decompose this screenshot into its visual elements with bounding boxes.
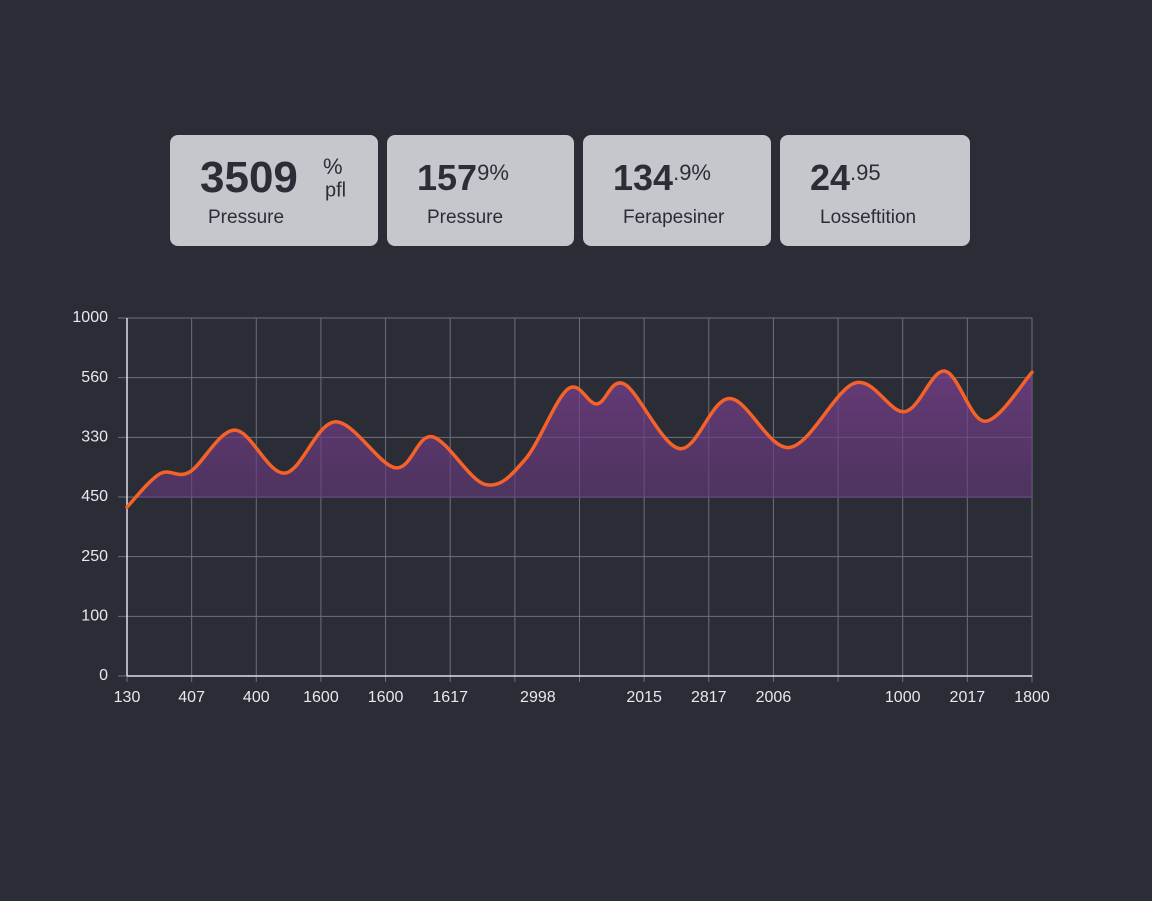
x-tick-label: 1000 xyxy=(885,689,921,706)
card-value-sup: .95 xyxy=(850,160,881,185)
y-tick-label: 250 xyxy=(81,548,108,565)
card-label: Losseftition xyxy=(820,207,916,228)
line xyxy=(125,369,1034,509)
card-value-main: 24 xyxy=(810,157,850,198)
y-tick-label: 450 xyxy=(81,488,108,505)
x-tick-label: 400 xyxy=(243,689,270,706)
stat-card: 1579% Pressure xyxy=(387,135,574,246)
x-tick-label: 407 xyxy=(178,689,205,706)
card-value: 3509 xyxy=(200,153,298,202)
x-tick-label: 130 xyxy=(114,689,141,706)
card-value: 1579% xyxy=(417,157,509,198)
card-bg xyxy=(387,135,574,246)
card-value: 134.9% xyxy=(613,157,711,198)
card-value-main: 134 xyxy=(613,157,673,198)
card-value: 24.95 xyxy=(810,157,881,198)
card-bg xyxy=(780,135,970,246)
stat-card: 24.95 Losseftition xyxy=(780,135,970,246)
card-label: Ferapesiner xyxy=(623,207,725,228)
x-tick-label: 2015 xyxy=(626,689,662,706)
card-value-sup: .9% xyxy=(673,160,711,185)
x-tick-label: 2006 xyxy=(756,689,792,706)
card-label: Pressure xyxy=(427,207,503,228)
y-tick-label: 1000 xyxy=(72,309,108,326)
x-tick-label: 1600 xyxy=(303,689,339,706)
y-tick-label: 0 xyxy=(99,667,108,684)
x-tick-label: 1600 xyxy=(368,689,404,706)
x-tick-label: 2817 xyxy=(691,689,727,706)
x-tick-label: 1800 xyxy=(1014,689,1050,706)
area-fill xyxy=(135,371,1032,498)
cards: 3509 %pfl Pressure 1579% Pressure 134.9% Ferap… xyxy=(170,135,970,246)
card-bg xyxy=(583,135,771,246)
card-value-sup: 9% xyxy=(477,160,509,185)
stat-card: 134.9% Ferapesiner xyxy=(583,135,771,246)
card-value-main: 3509 xyxy=(200,153,298,202)
card-value-main: 157 xyxy=(417,157,477,198)
y-tick-label: 330 xyxy=(81,429,108,446)
y-tick-label: 100 xyxy=(81,608,108,625)
x-tick-label: 2998 xyxy=(520,689,556,706)
card-value-sup: % xyxy=(323,154,343,179)
x-tick-label: 1617 xyxy=(432,689,468,706)
y-tick-label: 560 xyxy=(81,369,108,386)
x-tick-label: 2017 xyxy=(950,689,986,706)
card-value-sub: pfl xyxy=(325,179,346,201)
card-bg xyxy=(170,135,378,246)
card-label: Pressure xyxy=(208,207,284,228)
stat-card: 3509 %pfl Pressure xyxy=(170,135,378,246)
